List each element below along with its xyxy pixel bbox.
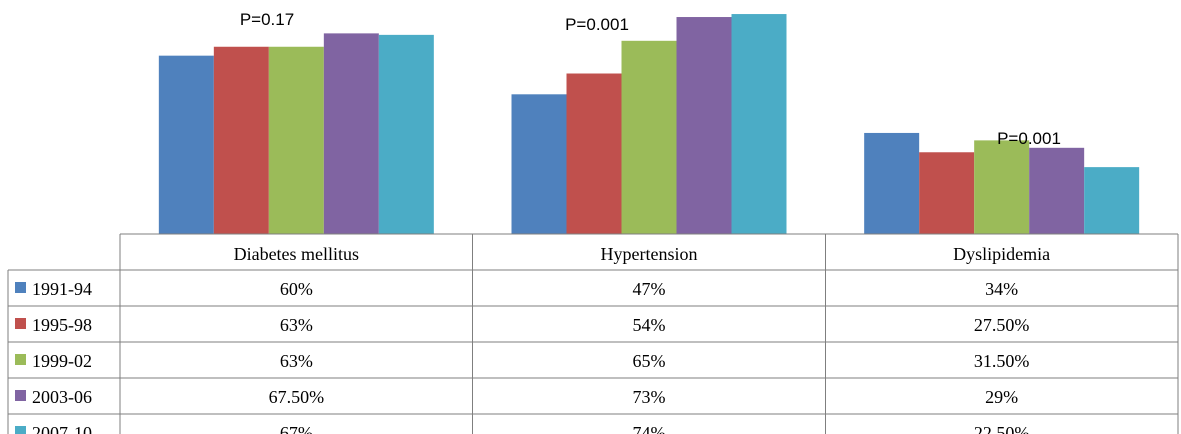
legend-entry: 1991-94 bbox=[32, 279, 92, 299]
data-label: 67.50% bbox=[269, 387, 325, 407]
legend-entry: 1995-98 bbox=[32, 315, 92, 335]
bar-2007-10-hypertension bbox=[731, 14, 787, 234]
legend-entry: 1999-02 bbox=[32, 351, 92, 371]
category-header: Dyslipidemia bbox=[953, 244, 1050, 264]
data-label: 47% bbox=[633, 279, 666, 299]
bar-2003-06-diabetes-mellitus bbox=[323, 33, 379, 235]
bar-2003-06-hypertension bbox=[676, 17, 732, 234]
data-label: 60% bbox=[280, 279, 313, 299]
data-label: 29% bbox=[985, 387, 1018, 407]
bar-1995-98-hypertension bbox=[566, 73, 622, 235]
bar-2003-06-dyslipidemia bbox=[1029, 147, 1085, 234]
data-label: 67% bbox=[280, 423, 313, 434]
bar-1999-02-dyslipidemia bbox=[974, 140, 1030, 234]
legend-key bbox=[15, 354, 26, 365]
bar-1999-02-diabetes-mellitus bbox=[268, 46, 324, 234]
legend-entry: 2003-06 bbox=[32, 387, 92, 407]
bar-1995-98-dyslipidemia bbox=[919, 152, 975, 234]
data-label: 63% bbox=[280, 315, 313, 335]
data-label: 65% bbox=[633, 351, 666, 371]
category-header: Hypertension bbox=[601, 244, 698, 264]
bar-1995-98-diabetes-mellitus bbox=[213, 46, 269, 234]
legend-key bbox=[15, 390, 26, 401]
p-value-annotation: P=0.17 bbox=[240, 10, 294, 29]
bar-1999-02-hypertension bbox=[621, 40, 677, 234]
legend-key bbox=[15, 426, 26, 434]
data-label: 34% bbox=[985, 279, 1018, 299]
data-label: 73% bbox=[633, 387, 666, 407]
p-value-annotation: P=0.001 bbox=[997, 129, 1061, 148]
bar-2007-10-dyslipidemia bbox=[1084, 167, 1140, 234]
category-header: Diabetes mellitus bbox=[234, 244, 359, 264]
p-value-annotation: P=0.001 bbox=[565, 15, 629, 34]
bar-1991-94-dyslipidemia bbox=[864, 132, 920, 234]
bar-1991-94-hypertension bbox=[511, 94, 567, 234]
data-label: 27.50% bbox=[974, 315, 1030, 335]
legend-key bbox=[15, 282, 26, 293]
bar-2007-10-diabetes-mellitus bbox=[378, 34, 434, 235]
data-label: 54% bbox=[633, 315, 666, 335]
data-label: 63% bbox=[280, 351, 313, 371]
data-label: 74% bbox=[633, 423, 666, 434]
data-label: 31.50% bbox=[974, 351, 1030, 371]
legend-entry: 2007-10 bbox=[32, 423, 92, 434]
legend-key bbox=[15, 318, 26, 329]
bar-1991-94-diabetes-mellitus bbox=[158, 55, 214, 234]
data-label: 22.50% bbox=[974, 423, 1030, 434]
